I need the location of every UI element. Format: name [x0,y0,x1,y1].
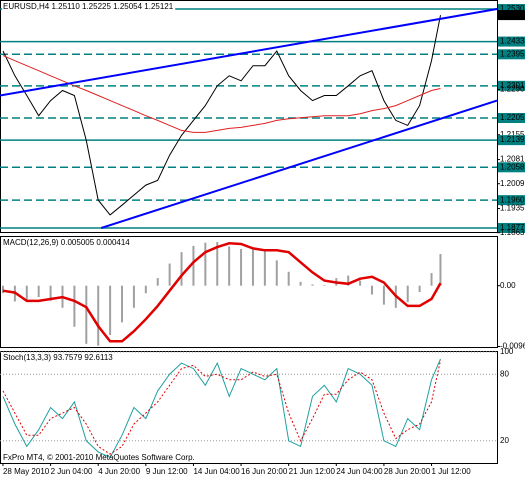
x-tick-label: 9 Jun 12:00 [146,467,188,476]
x-tick-label: 16 Jun 20:00 [241,467,288,476]
y-tick-label: 20 [500,436,509,445]
x-tick-label: 21 Jun 12:00 [289,467,336,476]
y-tick-label: 1.1935 [500,204,525,213]
x-tick-label: 2 Jun 04:00 [51,467,93,476]
histogram-bar [228,246,231,286]
histogram-bar [25,285,28,300]
x-tick-label: 4 Jun 20:00 [98,467,140,476]
histogram-bar [49,285,52,301]
histogram-bar [1,285,4,294]
panel-title: EURUSD,H4 1.25110 1.25225 1.25054 1.2512… [3,2,174,11]
series-line [2,358,441,459]
level-label-box [498,4,525,15]
y-tick-label: 1.2290 [500,85,525,94]
histogram-bar [275,260,278,286]
y-tick-label: 1.2058 [500,162,525,171]
histogram-bar [180,252,183,286]
x-tick-label: 24 Jun 04:00 [336,467,383,476]
histogram-bar [299,281,302,286]
y-tick-label: 1.2155 [500,130,525,139]
level-label-box [498,135,525,146]
y-tick-label: 1.2395 [500,49,525,58]
level-label-box [498,162,525,173]
series-line [2,15,441,216]
histogram-bar [216,242,219,286]
histogram-bar [323,285,326,286]
histogram-bar [406,285,409,303]
histogram-bar [359,280,362,286]
histogram-bar [73,285,76,327]
histogram-bar [121,285,124,323]
level-label-box [498,195,525,206]
histogram-bar [168,263,171,286]
x-tick-label: 28 Jun 20:00 [384,467,431,476]
level-label-box [498,36,525,47]
title-bg [2,238,132,248]
y-tick-label: 1.2301 [500,81,525,90]
x-tick-label: 1 Jul 12:00 [432,467,472,476]
histogram-bar [263,251,266,286]
trend-line [0,8,498,97]
level-label-box [498,222,525,233]
histogram-bar [251,249,254,286]
macd-panel-frame [0,236,498,348]
trend-line [100,99,498,229]
histogram-bar [132,285,135,308]
histogram-bar [382,285,385,305]
y-tick-label: 1.1863 [500,228,525,237]
y-tick-label: 1.2081 [500,155,525,164]
y-tick-label: 80 [500,369,509,378]
y-tick-label: 1.2530 [500,4,525,13]
series-line [2,360,441,455]
y-tick-label: 0.00 [500,281,516,290]
y-tick-label: 1.1960 [500,195,525,204]
histogram-bar [109,285,112,335]
y-tick-label: 1.2205 [500,113,525,122]
histogram-bar [430,273,433,286]
histogram-bar [144,285,147,294]
histogram-bar [347,275,350,286]
y-tick-label: -0.00962 [500,342,525,351]
level-label-box [498,49,525,60]
level-label-box [498,113,525,124]
x-tick-label: 28 May 2010 [3,467,50,476]
histogram-bar [204,242,207,286]
x-tick-label: 14 Jun 04:00 [193,467,240,476]
y-tick-label: 1.2139 [500,135,525,144]
histogram-bar [240,249,243,286]
histogram-bar [37,285,40,298]
panel-title: MACD(12,26,9) 0.005005 0.000414 [3,238,130,247]
histogram-bar [192,245,195,286]
level-label-box [498,10,525,21]
price-panel-frame [0,0,498,233]
y-tick-label: 1.2009 [500,179,525,188]
level-label-box [498,80,525,91]
histogram-bar [439,254,442,286]
histogram-bar [311,284,314,286]
y-tick-label: 1.2512 [500,10,525,19]
y-tick-label: 1.1877 [500,223,525,232]
panel-title: Stoch(13,3,3) 93.7579 92.6113 [3,353,113,362]
copyright: FxPro MT4, © 2001-2010 MetaQuotes Softwa… [3,453,195,462]
histogram-bar [97,285,100,346]
title-bg [2,353,115,363]
histogram-bar [371,285,374,295]
histogram-bar [85,285,88,344]
histogram-bar [287,271,290,286]
title-bg [2,2,176,12]
series-line [2,55,441,133]
series-line [2,242,442,343]
y-tick-label: 100 [500,347,514,356]
y-tick-label: 1.2433 [500,37,525,46]
histogram-bar [418,285,421,292]
histogram-bar [156,278,159,286]
